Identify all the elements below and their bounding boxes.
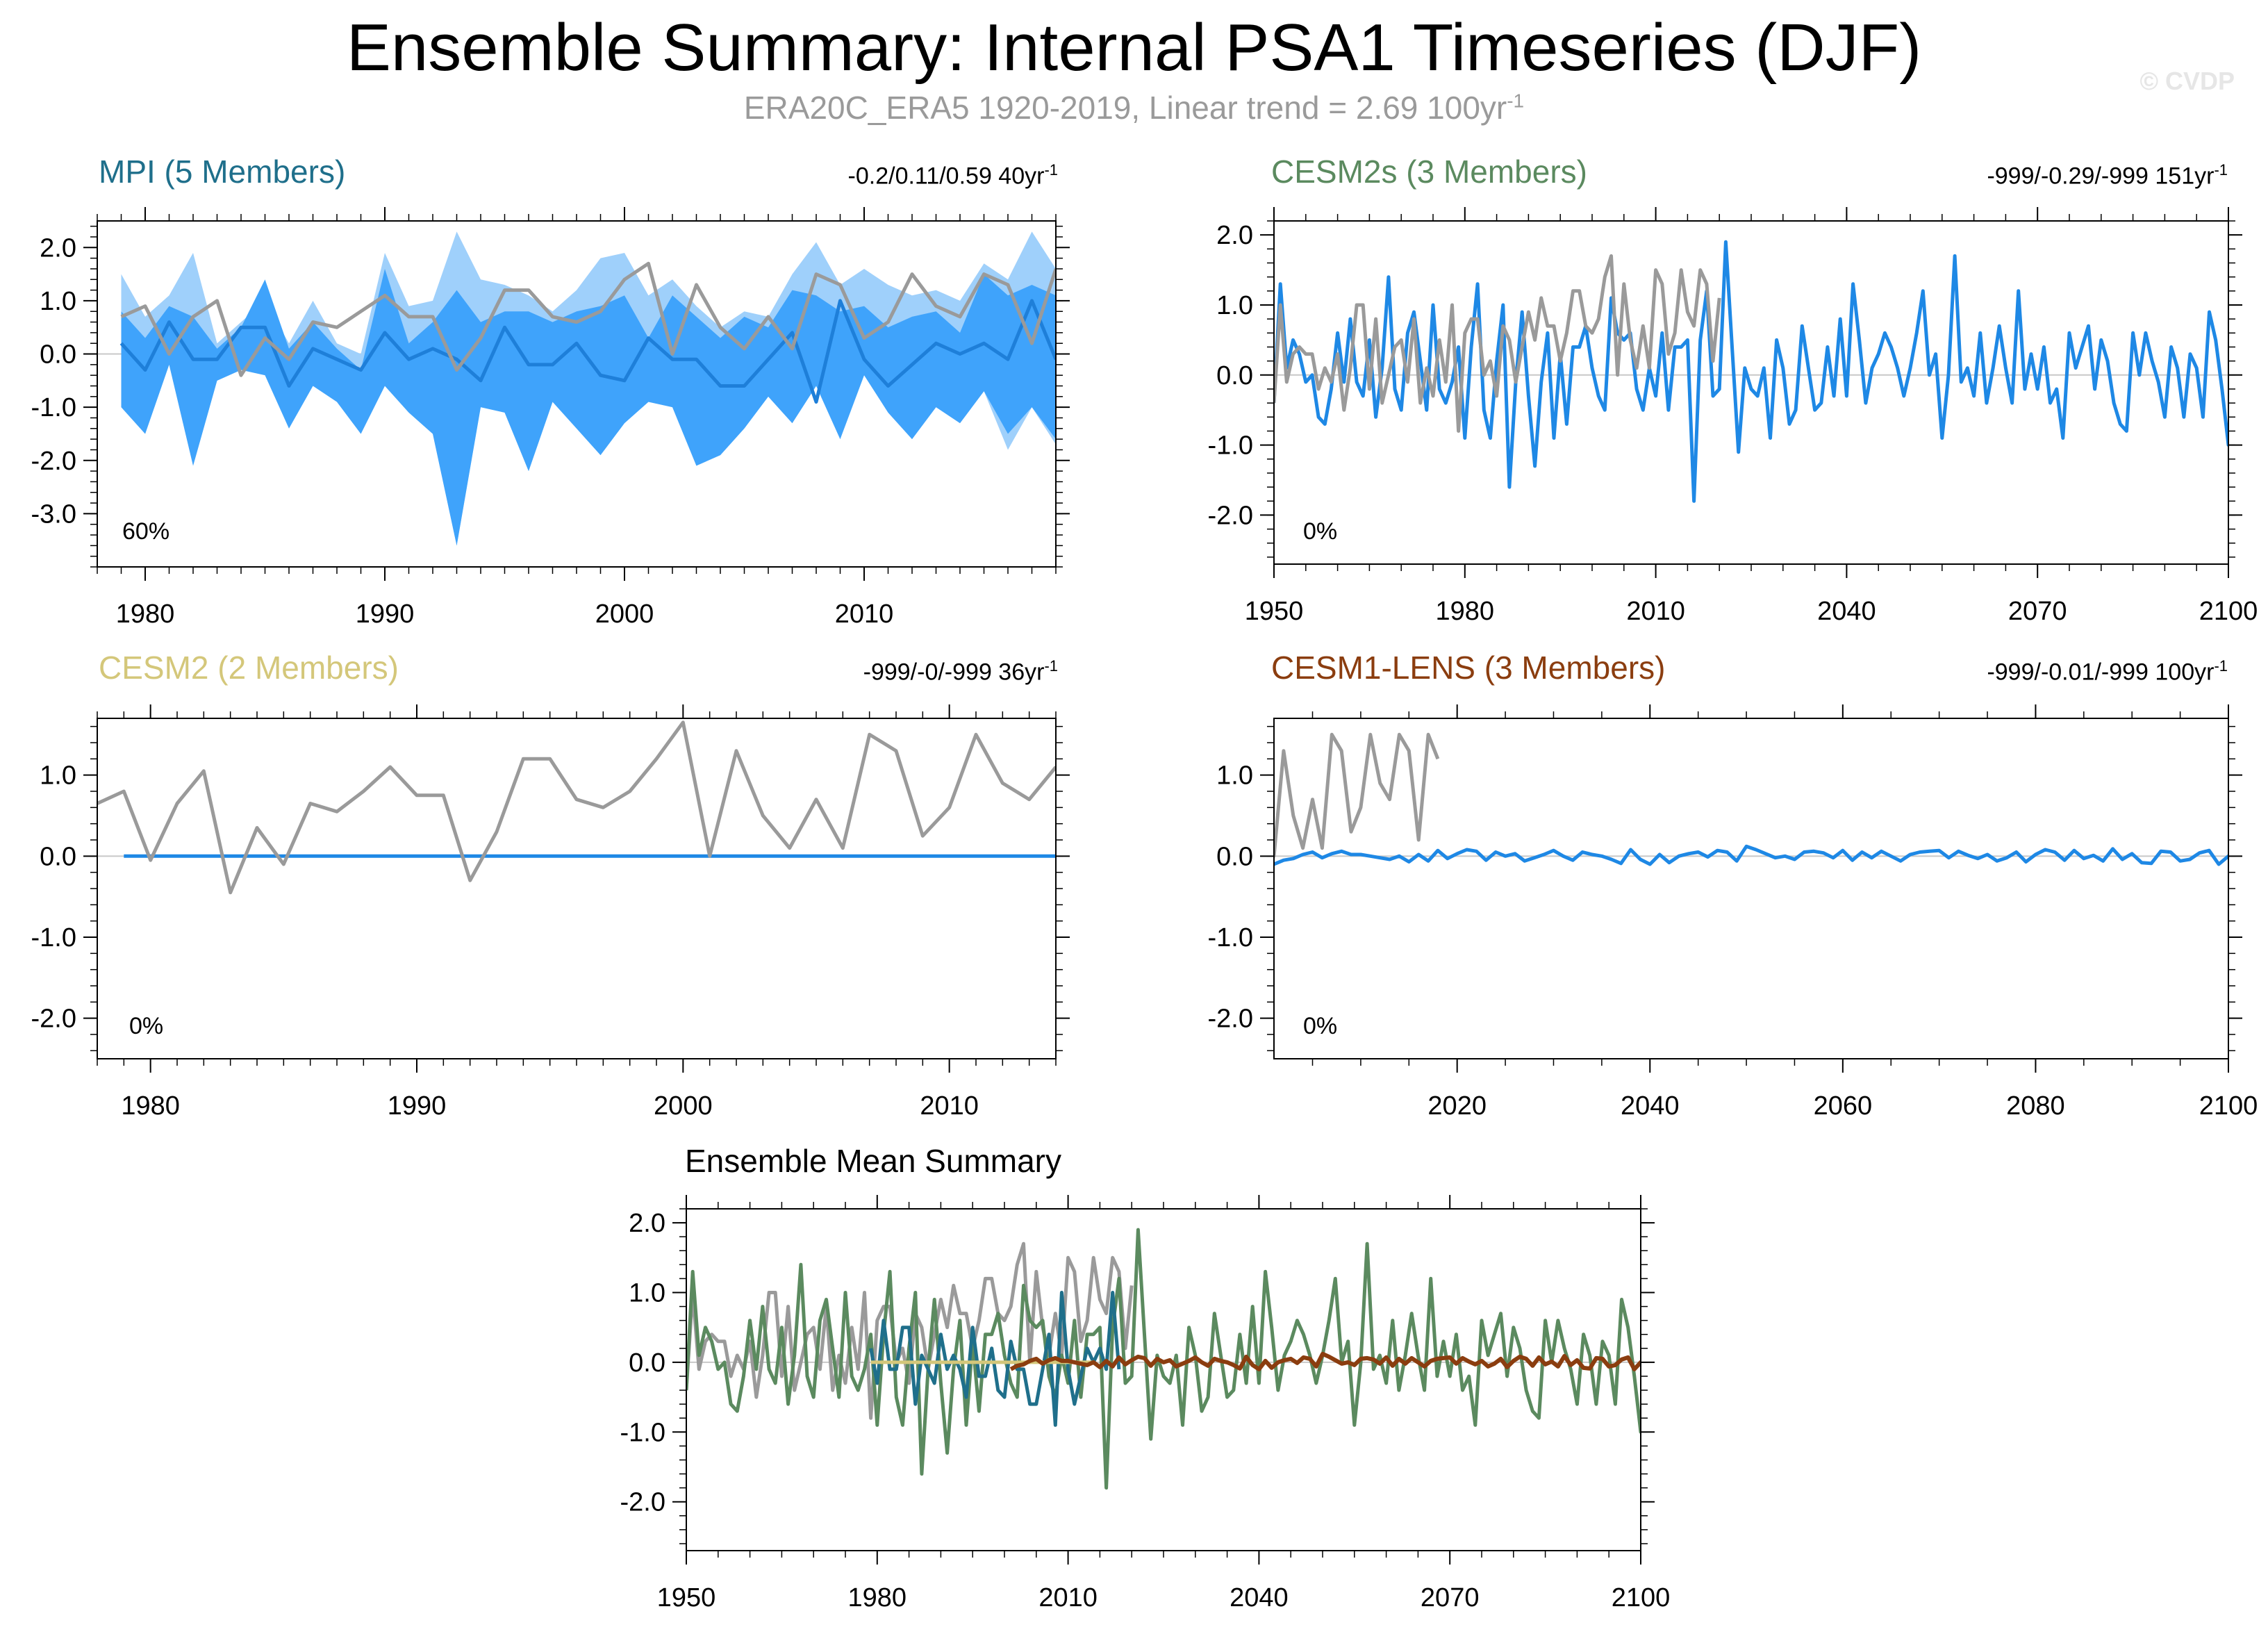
plot-frame: [97, 718, 1057, 1059]
y-tick-label: 1.0: [1216, 291, 1253, 320]
x-tick-label: 2040: [1621, 1091, 1680, 1121]
x-tick-label: 1990: [356, 600, 415, 629]
y-tick-label: -1.0: [1208, 923, 1253, 952]
chart-panel-0: 2.0 1.0 0.0 -1.0 -2.0 -3.0 1980 1990 2000 2010: [31, 207, 1070, 629]
plot-frame: [686, 1208, 1641, 1551]
x-tick-label: 1980: [121, 1091, 180, 1121]
y-tick-label: 2.0: [1216, 221, 1253, 250]
x-tick-label: 1980: [116, 600, 175, 629]
x-tick-label: 2000: [654, 1091, 713, 1121]
series-line-mpi: [869, 1291, 1121, 1427]
y-tick-label: 1.0: [1216, 761, 1253, 791]
panel-title-cesm1: CESM1-LENS (3 Members): [1271, 650, 1666, 686]
chart-panel-3: 1.0 0.0 -1.0 -2.0 2020 2040 2060 2080 2100: [1208, 704, 2258, 1121]
x-tick-label: 1950: [657, 1583, 716, 1612]
x-tick-label: 1990: [388, 1091, 447, 1121]
bottom-panel-title: Ensemble Mean Summary: [685, 1143, 1061, 1179]
x-tick-label: 2010: [1038, 1583, 1098, 1612]
figure-title: Ensemble Summary: Internal PSA1 Timeseri…: [346, 10, 1922, 85]
band-10-90: [121, 268, 1056, 546]
panel-title-cesm2: CESM2 (2 Members): [99, 650, 399, 686]
y-tick-label: 0.0: [1216, 361, 1253, 390]
panel-stat-mpi: -0.2/0.11/0.59 40yr-1: [848, 161, 1058, 190]
y-tick-label: 2.0: [40, 233, 76, 263]
y-tick-label: -2.0: [1208, 501, 1253, 530]
x-tick-label: 2020: [1427, 1091, 1487, 1121]
panel-stat-cesm2s: -999/-0.29/-999 151yr-1: [1987, 161, 2228, 190]
series-line-era20c-era5: [1274, 254, 1721, 433]
panel-stat-cesm2: -999/-0/-999 36yr-1: [863, 657, 1058, 686]
x-tick-label: 2070: [2008, 597, 2067, 626]
series-line-era20c-era5: [686, 1241, 1134, 1420]
chart-panel-4: 2.0 1.0 0.0 -1.0 -2.0 1950 1980 2010 2040 2070 210…: [620, 1195, 1671, 1612]
x-tick-label: 2070: [1421, 1583, 1480, 1612]
panel-pct-mpi: 60%: [122, 518, 170, 545]
y-tick-label: -2.0: [31, 1005, 76, 1034]
stat-exponent: -1: [1044, 161, 1058, 179]
series-line-cesm1-lens: [1009, 1351, 1641, 1371]
series-line-era20c-era5: [120, 261, 1056, 377]
x-tick-label: 2040: [1230, 1583, 1289, 1612]
plot-frame: [1273, 718, 2229, 1059]
y-tick-label: 2.0: [629, 1209, 665, 1238]
x-tick-label: 2080: [2006, 1091, 2065, 1121]
y-tick-label: -2.0: [31, 447, 76, 476]
panel-pct-cesm1: 0%: [1303, 1013, 1338, 1039]
y-tick-label: -2.0: [1208, 1005, 1253, 1034]
stat-text: -999/-0/-999 36yr: [863, 659, 1045, 686]
y-tick-label: 0.0: [40, 340, 76, 370]
stat-exponent: -1: [1044, 657, 1058, 675]
stat-exponent: -1: [2214, 161, 2228, 179]
series-line-ensemble-member: [1274, 240, 2228, 503]
plot-frame: [1273, 220, 2229, 565]
y-tick-label: 1.0: [629, 1278, 665, 1307]
y-tick-label: 1.0: [40, 287, 76, 316]
y-tick-label: -2.0: [620, 1488, 665, 1517]
panel-pct-cesm2s: 0%: [1303, 518, 1338, 545]
y-tick-label: -3.0: [31, 500, 76, 529]
y-tick-label: -1.0: [31, 923, 76, 952]
series-line-era20c-era5: [97, 720, 1056, 895]
x-tick-label: 1950: [1245, 597, 1304, 626]
x-tick-label: 2100: [1612, 1583, 1671, 1612]
y-tick-label: 0.0: [1216, 842, 1253, 871]
y-tick-label: -1.0: [1208, 431, 1253, 461]
stat-text: -999/-0.01/-999 100yr: [1987, 659, 2215, 686]
y-tick-label: -1.0: [31, 393, 76, 422]
x-tick-label: 1980: [1436, 597, 1495, 626]
x-tick-label: 2000: [595, 600, 654, 629]
y-tick-label: 0.0: [40, 842, 76, 871]
panel-title-mpi: MPI (5 Members): [99, 154, 346, 190]
chart-panel-2: 1.0 0.0 -1.0 -2.0 1980 1990 2000 2010: [31, 704, 1070, 1121]
y-tick-label: 0.0: [629, 1348, 665, 1378]
panel-title-cesm2s: CESM2s (3 Members): [1271, 154, 1587, 190]
x-tick-label: 2040: [1817, 597, 1876, 626]
stat-text: -999/-0.29/-999 151yr: [1987, 163, 2215, 190]
figure-subtitle: ERA20C_ERA5 1920-2019, Linear trend = 2.…: [0, 89, 2268, 126]
panel-pct-cesm2: 0%: [129, 1013, 164, 1039]
x-tick-label: 2060: [1814, 1091, 1873, 1121]
stat-text: -0.2/0.11/0.59 40yr: [847, 163, 1045, 190]
x-tick-label: 2100: [2199, 597, 2258, 626]
series-line-cesm2s: [686, 1228, 1641, 1490]
series-line-ensemble-member: [1274, 844, 2228, 866]
x-tick-label: 2010: [1626, 597, 1685, 626]
subtitle-exponent: -1: [1507, 90, 1525, 112]
x-tick-label: 2010: [920, 1091, 979, 1121]
x-tick-label: 2100: [2199, 1091, 2258, 1121]
series-line-era20c-era5: [1274, 732, 1440, 858]
x-tick-label: 1980: [848, 1583, 907, 1612]
subtitle-text: ERA20C_ERA5 1920-2019, Linear trend = 2.…: [743, 90, 1507, 126]
copyright-watermark: © CVDP: [2139, 67, 2235, 95]
y-tick-label: 1.0: [40, 761, 76, 791]
stat-exponent: -1: [2214, 657, 2228, 675]
y-tick-label: -1.0: [620, 1418, 665, 1447]
chart-panel-1: 2.0 1.0 0.0 -1.0 -2.0 1950 1980 2010 2040 2070 210…: [1208, 207, 2258, 626]
series-line-ensemble-mean: [119, 299, 1056, 404]
x-tick-label: 2010: [835, 600, 894, 629]
panel-stat-cesm1: -999/-0.01/-999 100yr-1: [1987, 657, 2228, 686]
